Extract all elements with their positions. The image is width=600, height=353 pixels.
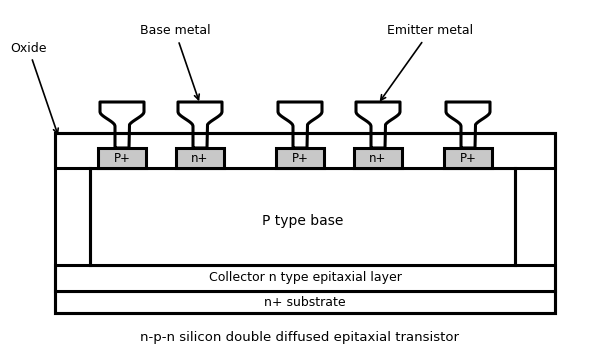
Bar <box>55 133 555 313</box>
Bar <box>98 148 146 168</box>
Text: P+: P+ <box>460 151 476 164</box>
Text: n+: n+ <box>191 151 209 164</box>
Text: n-p-n silicon double diffused epitaxial transistor: n-p-n silicon double diffused epitaxial … <box>140 331 460 345</box>
Text: Emitter metal: Emitter metal <box>380 24 473 100</box>
Text: P+: P+ <box>113 151 130 164</box>
Bar <box>276 148 324 168</box>
Text: P+: P+ <box>292 151 308 164</box>
Text: P type base: P type base <box>262 215 343 228</box>
Bar <box>55 291 555 313</box>
Bar <box>55 133 555 168</box>
Bar <box>55 265 555 291</box>
Text: Collector n type epitaxial layer: Collector n type epitaxial layer <box>209 271 401 285</box>
Bar <box>90 168 515 265</box>
Text: Oxide: Oxide <box>10 42 58 133</box>
Bar <box>444 148 492 168</box>
Text: n+ substrate: n+ substrate <box>264 295 346 309</box>
Text: n+: n+ <box>370 151 386 164</box>
Text: Base metal: Base metal <box>140 24 211 100</box>
Bar <box>176 148 224 168</box>
Bar <box>354 148 402 168</box>
